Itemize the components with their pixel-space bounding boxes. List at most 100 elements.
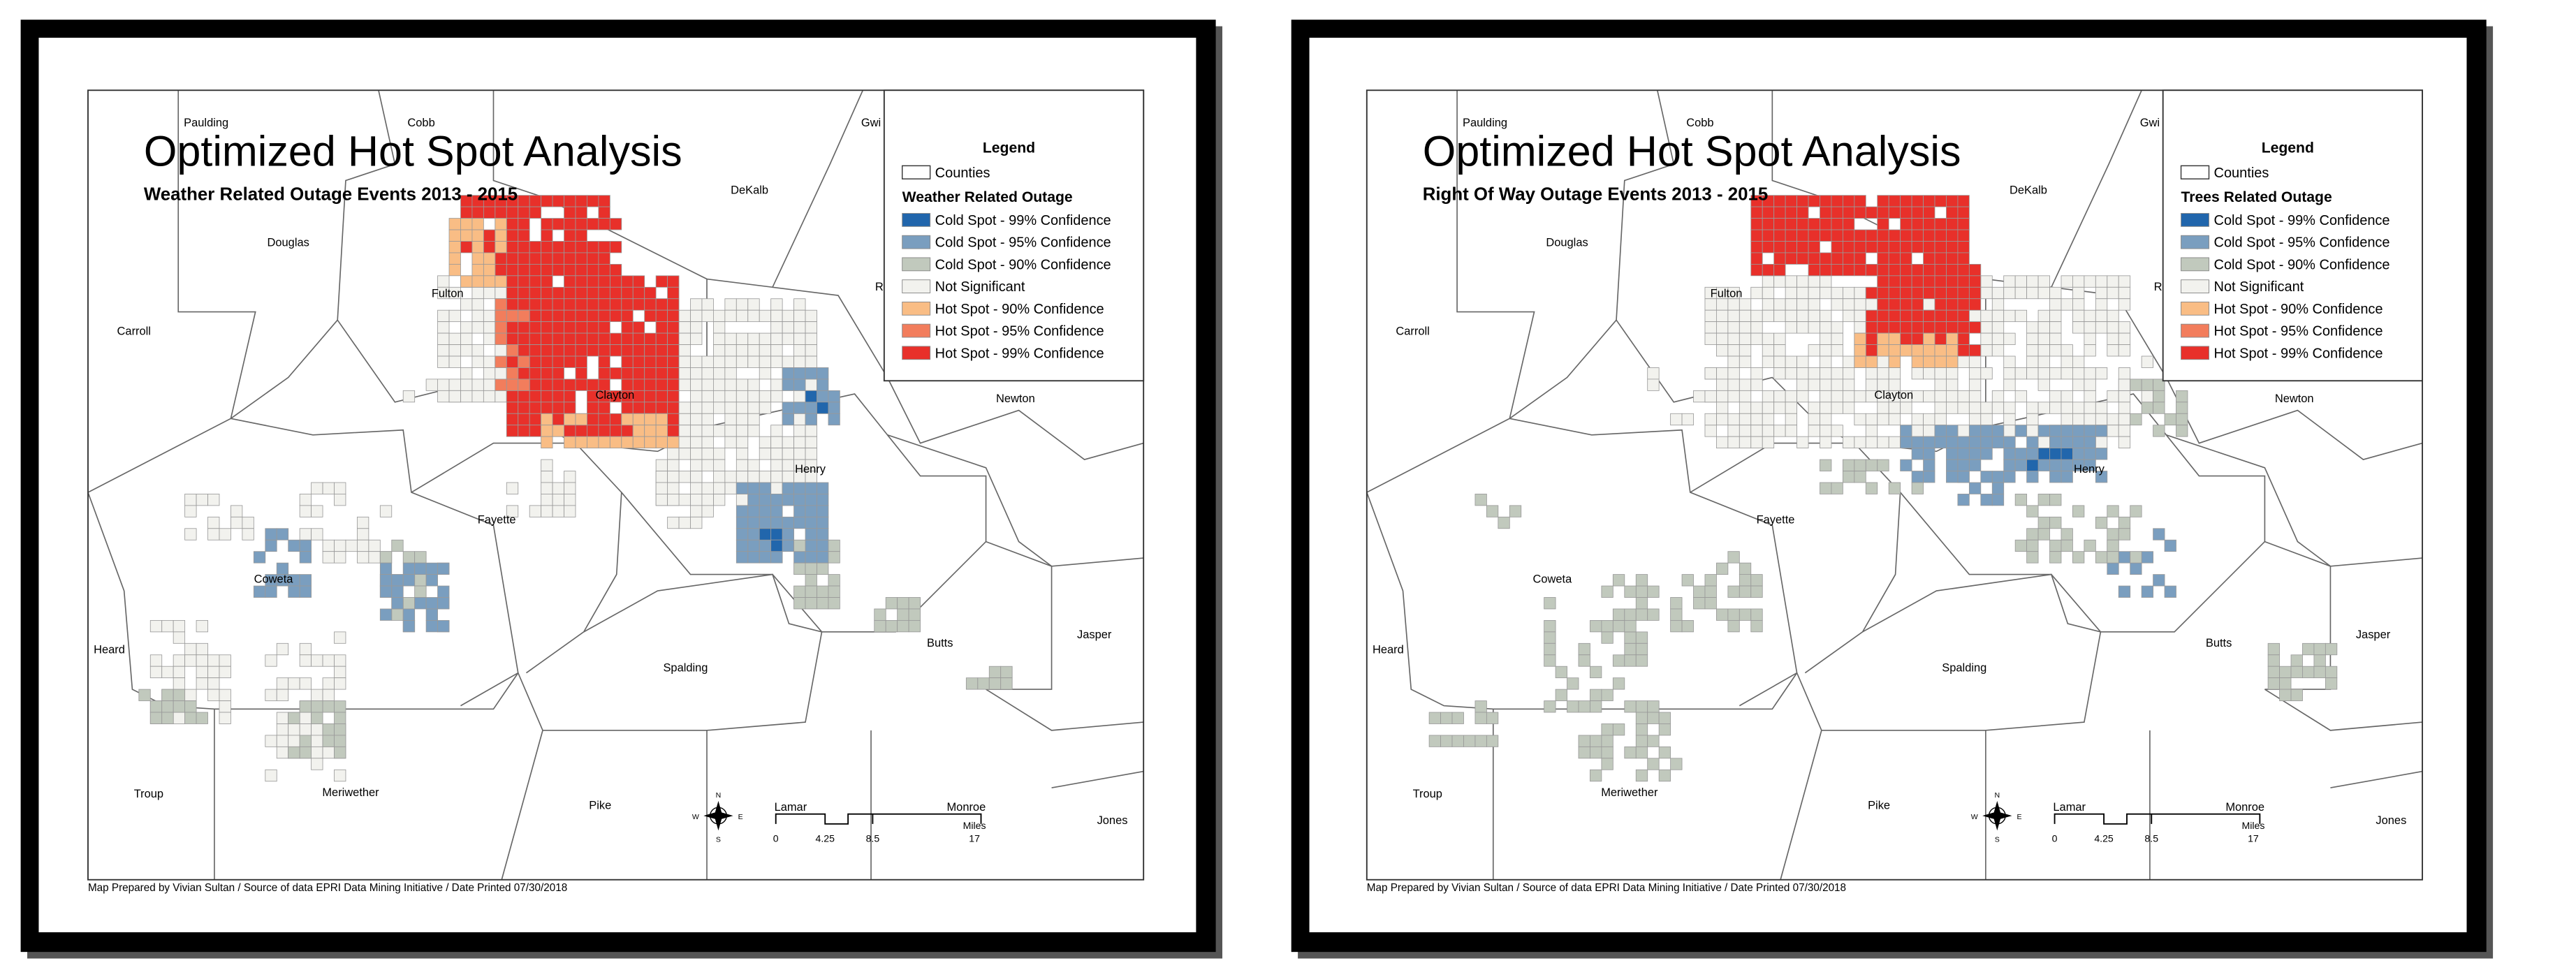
grid-cell <box>2141 551 2153 564</box>
grid-cell <box>518 390 530 403</box>
grid-cell <box>712 448 726 460</box>
grid-cell <box>1865 344 1878 357</box>
grid-cell <box>1727 585 1740 598</box>
county-label: R <box>2154 281 2162 293</box>
grid-cell <box>908 608 921 621</box>
grid-cell <box>483 263 496 277</box>
legend-label: Hot Spot - 90% Confidence <box>2214 302 2383 317</box>
grid-cell <box>1785 195 1797 207</box>
legend-label: Hot Spot - 95% Confidence <box>935 324 1104 339</box>
grid-cell <box>747 505 760 517</box>
grid-cell <box>587 425 599 437</box>
grid-cell <box>1900 436 1912 449</box>
grid-cell <box>609 275 622 288</box>
grid-cell <box>564 321 576 334</box>
grid-cell <box>598 332 610 345</box>
grid-cell <box>1934 275 1947 288</box>
grid-cell <box>448 379 461 391</box>
grid-cell <box>1624 631 1637 644</box>
grid-cell <box>1842 471 1855 483</box>
grid-cell <box>1957 448 1970 460</box>
grid-cell <box>379 505 393 517</box>
grid-cell <box>196 712 208 724</box>
grid-cell <box>1900 332 1912 345</box>
grid-cell <box>2003 379 2016 391</box>
grid-cell <box>495 298 507 311</box>
grid-cell <box>1923 218 1935 230</box>
grid-cell <box>1980 321 1993 334</box>
grid-cell <box>1991 309 2005 323</box>
grid-cell <box>1865 482 1878 494</box>
grid-cell <box>1968 413 1982 426</box>
grid-cell <box>541 263 553 277</box>
grid-cell <box>770 355 783 368</box>
grid-cell <box>299 505 312 517</box>
county-label: Clayton <box>1874 389 1913 402</box>
grid-cell <box>1796 321 1809 334</box>
grid-cell <box>414 597 427 610</box>
grid-cell <box>311 712 323 724</box>
map-content <box>87 90 1144 880</box>
legend-swatch <box>2180 165 2210 179</box>
grid-cell <box>2037 321 2050 334</box>
grid-cell <box>311 528 323 541</box>
county-label: Fayette <box>478 514 516 527</box>
grid-cell <box>1704 298 1717 311</box>
grid-cell <box>817 597 829 610</box>
grid-cell <box>575 413 587 426</box>
grid-cell <box>747 344 760 357</box>
grid-cell <box>356 516 369 529</box>
grid-cell <box>2084 425 2096 437</box>
grid-cell <box>471 309 484 323</box>
grid-cell <box>334 746 346 759</box>
grid-cell <box>793 332 806 345</box>
grid-cell <box>2049 425 2062 437</box>
grid-cell <box>1900 459 1912 471</box>
grid-cell <box>288 746 300 759</box>
grid-cell <box>448 344 461 357</box>
map-area: Paulding Cobb GwiDeKalbDouglasFultonCarrol… <box>1366 89 2423 894</box>
grid-cell <box>1486 712 1499 724</box>
grid-cell <box>1474 700 1487 713</box>
grid-cell <box>1727 298 1740 311</box>
grid-cell <box>299 677 312 690</box>
grid-cell <box>483 275 496 288</box>
grid-cell <box>1474 735 1487 747</box>
grid-cell <box>2026 448 2039 460</box>
grid-cell <box>1624 585 1637 598</box>
legend-label: Hot Spot - 99% Confidence <box>2214 346 2383 361</box>
grid-cell <box>529 275 542 288</box>
county-border <box>87 90 256 493</box>
county-label: Gwi <box>2140 117 2160 129</box>
grid-cell <box>1957 425 1970 437</box>
grid-cell <box>1911 425 1924 437</box>
grid-cell <box>1877 252 1889 265</box>
grid-cell <box>701 298 714 311</box>
county-label: Newton <box>2275 392 2314 405</box>
grid-cell <box>1567 677 1579 690</box>
grid-cell <box>1750 252 1763 265</box>
grid-cell <box>564 344 576 357</box>
grid-cell <box>1773 402 1786 414</box>
grid-cell <box>575 298 587 311</box>
grid-cell <box>1911 471 1924 483</box>
grid-cell <box>2141 379 2153 391</box>
grid-cell <box>817 494 829 506</box>
grid-cell <box>552 332 564 345</box>
grid-cell <box>1750 309 1763 323</box>
grid-cell <box>2049 494 2062 506</box>
county-label: Cobb <box>1686 117 1713 129</box>
grid-cell <box>1923 425 1935 437</box>
grid-cell <box>793 597 806 610</box>
grid-cell <box>518 263 530 277</box>
grid-cell <box>736 448 749 460</box>
grid-cell <box>1991 482 2005 494</box>
grid-cell <box>1911 321 1924 334</box>
grid-cell <box>1968 275 1982 288</box>
grid-cell <box>1428 735 1441 747</box>
grid-cell <box>506 482 519 494</box>
grid-cell <box>747 355 760 368</box>
grid-cell <box>2084 344 2096 357</box>
grid-cell <box>712 494 726 506</box>
grid-cell <box>1980 309 1993 323</box>
